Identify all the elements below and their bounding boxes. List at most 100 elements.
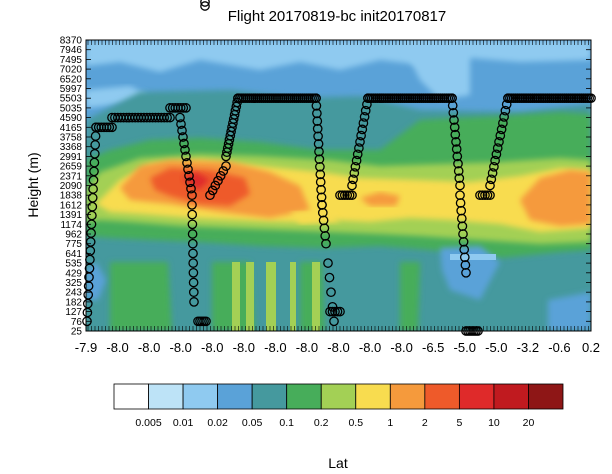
x-tick-label: -3.2 (517, 340, 539, 355)
colorbar-swatch (113, 383, 149, 410)
flight-point (499, 112, 509, 122)
colorbar-swatch (217, 383, 253, 410)
flight-point (311, 100, 322, 111)
flight-point (452, 151, 463, 162)
flight-point (175, 112, 185, 123)
flight-point (201, 316, 211, 327)
flight-point (187, 200, 197, 210)
flight-point (491, 149, 502, 160)
y-tick-label: 7946 (60, 45, 83, 56)
flight-point (200, 1, 210, 11)
flight-point (207, 185, 218, 196)
flight-point (485, 180, 495, 191)
y-tick-label: 641 (65, 249, 82, 260)
flight-point (449, 122, 460, 133)
flight-point (360, 105, 371, 116)
colorbar-label: 0.2 (314, 417, 329, 429)
flight-point (186, 183, 196, 194)
flight-point (350, 161, 361, 172)
flight-point (451, 137, 461, 147)
flight-point (495, 130, 506, 141)
flight-point (480, 190, 490, 201)
y-tick-label: 5997 (60, 84, 83, 95)
flight-point (500, 105, 511, 116)
x-axis: -7.9 -8.0 -8.0 -8.0 -8.0 -8.0 -8.0 -8.0 -8.0 -8.0… (75, 40, 600, 355)
flight-point (492, 143, 503, 153)
flight-point (485, 190, 495, 201)
colorbar-swatch (355, 383, 391, 410)
flight-point (323, 258, 333, 268)
colorbar-label: 20 (523, 417, 535, 429)
flight-point (451, 144, 462, 154)
flight-point (312, 123, 323, 134)
x-tick-label: -8.0 (390, 340, 412, 355)
flight-point (188, 248, 198, 259)
y-tick-label: 325 (65, 278, 82, 289)
flight-point (447, 100, 458, 111)
flight-point (347, 190, 357, 201)
y-tick-label: 429 (65, 268, 82, 279)
y-tick-label: 3368 (60, 142, 83, 153)
colorbar-label: 2 (422, 417, 428, 429)
flight-point (315, 161, 325, 172)
field-orange-mid (360, 192, 400, 206)
y-tick-label: 2991 (60, 152, 83, 163)
flight-point (205, 190, 215, 201)
y-tick-label: 535 (65, 259, 82, 270)
x-tick-label: -5.0 (454, 340, 476, 355)
flight-point (461, 267, 471, 278)
y-axis: 2576127182243325429535641775962117413911… (60, 36, 591, 338)
flight-point (315, 177, 326, 187)
flight-point (324, 272, 335, 283)
x-tick-label: -0.6 (548, 340, 570, 355)
colorbar-swatch (286, 383, 322, 410)
flight-point (104, 122, 115, 133)
field-green-low (110, 262, 420, 331)
flight-point (187, 190, 197, 201)
flight-point (327, 301, 338, 312)
colorbar-swatch (148, 383, 184, 410)
flight-point (348, 174, 358, 185)
flight-point (218, 166, 229, 176)
y-tick-label: 2090 (60, 181, 83, 192)
flight-path (82, 0, 596, 336)
flight-point (182, 158, 192, 168)
flight-point (449, 115, 459, 125)
flight-point (327, 306, 338, 317)
colorbar-label: 0.1 (279, 417, 294, 429)
y-tick-label: 2371 (60, 171, 83, 182)
flight-point (490, 155, 500, 166)
colorbar-swatch (528, 383, 564, 410)
flight-point (165, 112, 175, 123)
flight-point (315, 169, 326, 180)
y-tick-label: 5035 (60, 103, 83, 114)
y-tick-label: 2659 (60, 162, 83, 173)
flight-point (362, 99, 372, 110)
flight-point (325, 306, 335, 317)
flight-point (188, 267, 199, 278)
flight-point (482, 190, 493, 201)
flight-point (183, 164, 193, 175)
flight-point (313, 139, 324, 149)
flight-point (316, 184, 326, 195)
colorbar-swatch (251, 383, 288, 410)
colorbar-swatch (182, 383, 219, 410)
flight-point (486, 174, 497, 185)
flight-point (187, 238, 198, 249)
flight-point (329, 316, 339, 327)
flight-point (200, 0, 210, 7)
flight-point (311, 93, 321, 104)
flight-point (332, 306, 343, 317)
flight-point (498, 118, 508, 128)
flight-point (450, 129, 461, 140)
flight-point (477, 190, 488, 201)
flight-point (178, 103, 189, 113)
y-tick-label: 8370 (60, 36, 83, 47)
flight-point (101, 122, 112, 133)
colorbar-swatch (389, 383, 426, 410)
flight-point (314, 146, 324, 157)
colorbar-label: 0.01 (173, 417, 194, 429)
y-tick-label: 1174 (60, 220, 82, 231)
x-tick-label: -7.9 (75, 340, 97, 355)
y-tick-label: 182 (65, 297, 82, 308)
